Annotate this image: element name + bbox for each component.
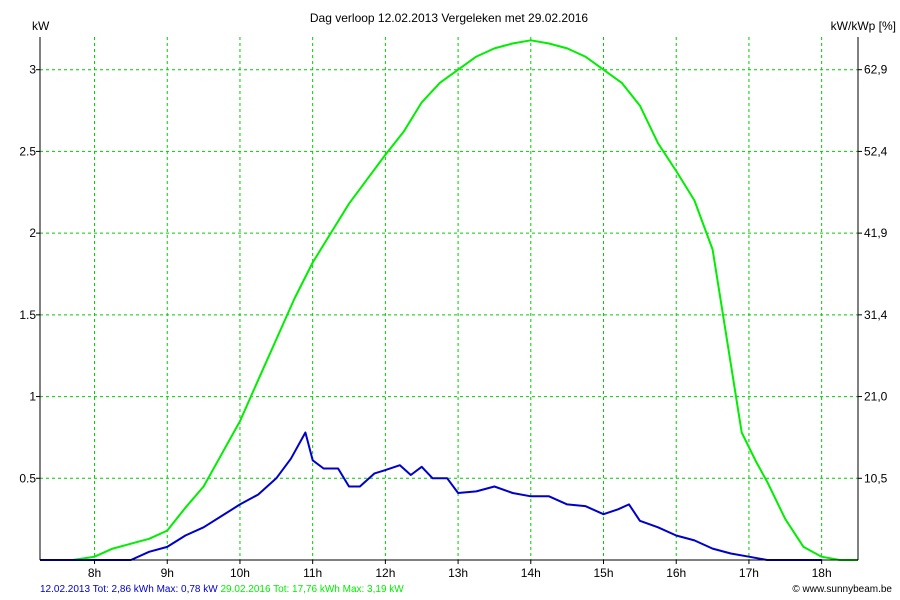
y-tick-label-left: 3 bbox=[29, 63, 36, 77]
x-tick-label: 10h bbox=[230, 566, 250, 580]
y-tick-label-right: 52,4 bbox=[864, 144, 888, 158]
y-tick-label-right: 10,5 bbox=[864, 471, 888, 485]
series-group bbox=[40, 39, 858, 561]
x-tick-label: 18h bbox=[812, 566, 832, 580]
y-tick-label-left: 0.5 bbox=[19, 471, 36, 485]
y-tick-label-left: 2 bbox=[29, 226, 36, 240]
y-tick-label-right: 21,0 bbox=[864, 390, 888, 404]
series-line-d2013 bbox=[40, 431, 822, 561]
y-axis-ticks-left: 0.5 1 1.5 2 2.5 3 bbox=[19, 63, 40, 485]
series-line-d2016 bbox=[40, 39, 858, 561]
x-axis-ticks: 8h 9h 10h 11h 12h 13h 14h 15h 16h 17h 18h bbox=[88, 560, 832, 580]
x-tick-label: 14h bbox=[521, 566, 541, 580]
legend-entry-2016: 29.02.2016 Tot: 17,76 kWh Max: 3,19 kW bbox=[220, 584, 404, 595]
credit-text: © www.sunnybeam.be bbox=[792, 584, 892, 595]
y-axis-label-left: kW bbox=[32, 19, 50, 33]
x-tick-label: 12h bbox=[375, 566, 395, 580]
x-tick-label: 16h bbox=[666, 566, 686, 580]
grid bbox=[40, 37, 858, 560]
y-tick-label-left: 2.5 bbox=[19, 144, 36, 158]
y-tick-label-right: 31,4 bbox=[864, 308, 888, 322]
y-axis-ticks-right: 10,5 21,0 31,4 41,9 52,4 62,9 bbox=[858, 63, 888, 485]
x-tick-label: 11h bbox=[303, 566, 322, 580]
y-tick-label-right: 41,9 bbox=[864, 226, 888, 240]
x-tick-label: 9h bbox=[161, 566, 174, 580]
y-tick-label-left: 1.5 bbox=[19, 308, 36, 322]
legend-entry-2013: 12.02.2013 Tot: 2,86 kWh Max: 0,78 kW bbox=[40, 584, 218, 595]
x-tick-label: 17h bbox=[739, 566, 759, 580]
plot-frame bbox=[39, 37, 859, 561]
y-axis-label-right: kW/kWp [%] bbox=[831, 19, 896, 33]
chart-title: Dag verloop 12.02.2013 Vergeleken met 29… bbox=[310, 11, 589, 25]
y-tick-label-left: 1 bbox=[29, 390, 36, 404]
legend: 12.02.2013 Tot: 2,86 kWh Max: 0,78 kW 29… bbox=[40, 584, 404, 595]
x-tick-label: 13h bbox=[448, 566, 468, 580]
x-tick-label: 15h bbox=[593, 566, 613, 580]
x-tick-label: 8h bbox=[88, 566, 101, 580]
y-tick-label-right: 62,9 bbox=[864, 63, 888, 77]
